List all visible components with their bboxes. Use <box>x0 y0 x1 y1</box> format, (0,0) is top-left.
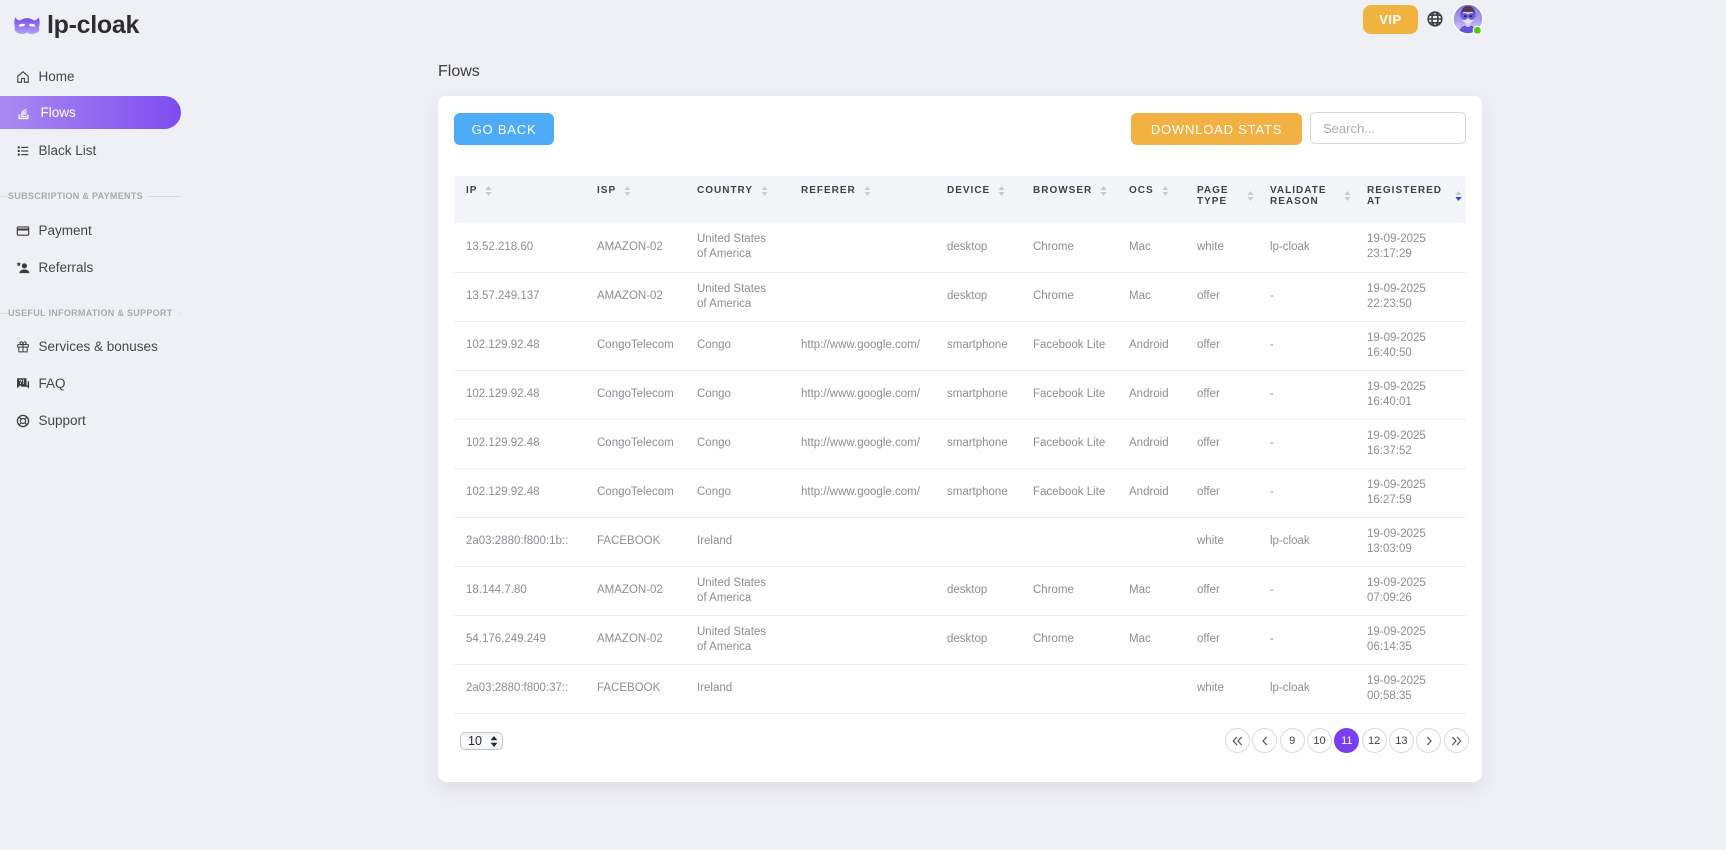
svg-text:?!: ?! <box>19 379 25 386</box>
